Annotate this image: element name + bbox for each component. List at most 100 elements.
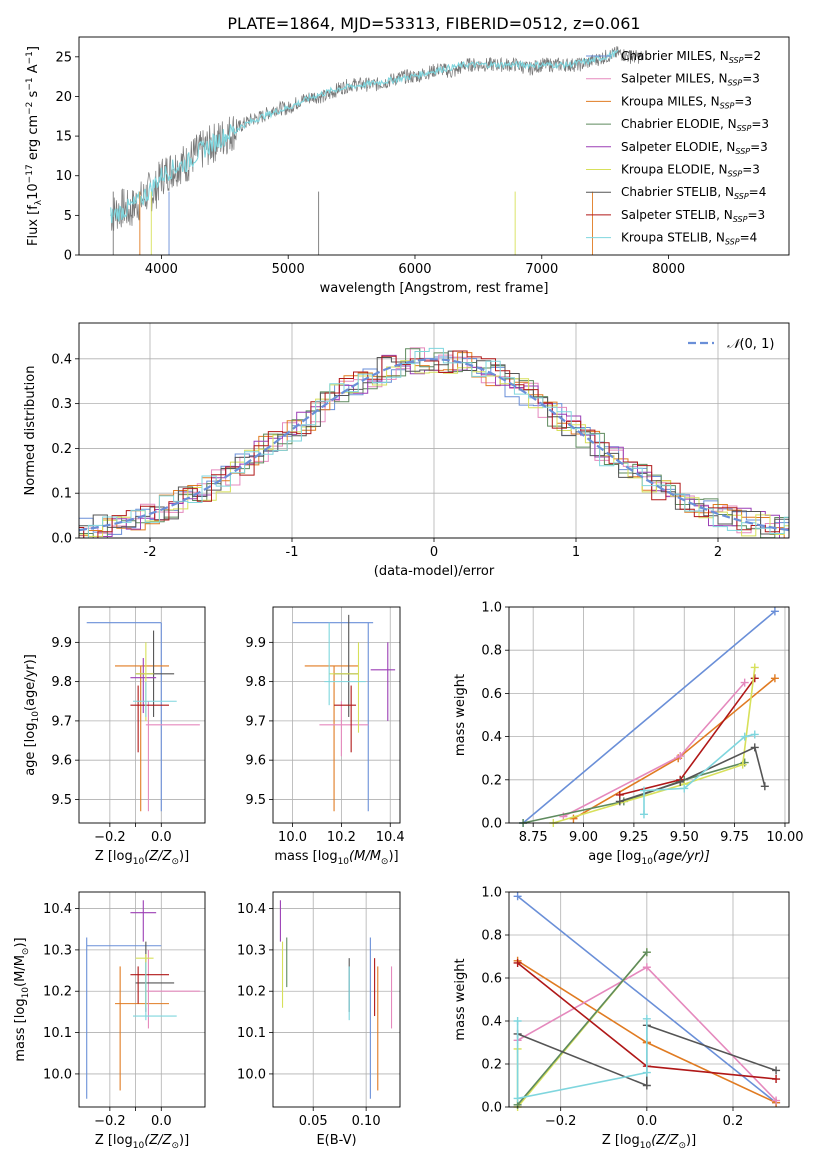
axes-frame	[78, 36, 790, 256]
y-tick-label: 10.3	[43, 943, 72, 958]
x-tick-label: 0.2	[723, 1114, 744, 1129]
x-axis-label: E(B-V)	[316, 1133, 356, 1148]
x-tick-label: 0.05	[299, 1114, 328, 1129]
x-tick-label: −0.2	[94, 830, 126, 845]
x-axis-label: mass [log10(M/M⊙)]	[274, 849, 398, 867]
y-tick-label: 9.8	[51, 675, 72, 690]
legend-label: Chabrier STELIB, NSSP=4	[621, 185, 766, 201]
legend-label-sub: SSP	[734, 192, 749, 201]
y-tick-label: 9.9	[245, 636, 266, 651]
x-axis-label-part: 10	[338, 857, 350, 867]
y-tick-label: 0.1	[51, 487, 72, 502]
mass-weight-marker	[569, 814, 578, 823]
legend-label-suffix: =4	[749, 185, 767, 199]
y-axis-label-part: ]	[26, 46, 41, 51]
y-axis-label-part: age [log	[23, 723, 38, 776]
y-tick-label: 0	[64, 249, 72, 264]
reference-legend-label: 𝒩(0, 1)	[727, 337, 774, 352]
x-axis-label-part: )]	[388, 849, 398, 864]
legend-label: Salpeter STELIB, NSSP=3	[621, 208, 765, 224]
mass-weight-marker	[770, 607, 779, 616]
y-axis-label-part: A	[26, 64, 41, 77]
x-axis-label-part: (M/M	[349, 849, 381, 864]
x-tick-label: −0.2	[545, 1114, 577, 1129]
legend-label-suffix: =3	[751, 117, 769, 131]
spectrum-lines	[110, 46, 644, 255]
x-axis-label-part: ⊙	[381, 857, 389, 867]
legend-label-sub: SSP	[729, 56, 744, 65]
y-tick-label: 10.2	[237, 985, 266, 1000]
residual-histogram	[79, 347, 789, 538]
x-axis-label-part: (Z/Z	[144, 1133, 172, 1148]
y-tick-label: 10.0	[43, 1067, 72, 1082]
x-tick-label: 0	[430, 545, 438, 560]
y-tick-label: 9.5	[51, 793, 72, 808]
mass-weight-line	[553, 667, 756, 824]
mass-weight-marker	[772, 1066, 781, 1075]
x-tick-label: 6000	[398, 262, 431, 277]
x-tick-label: 0.0	[151, 1114, 172, 1129]
legend-label-sub: SSP	[733, 215, 748, 224]
axes-age_vs_Z: −0.2 0.09.59.69.79.89.9Z [log10(Z/Z⊙)]age…	[23, 606, 206, 867]
y-tick-label: 0.8	[481, 644, 502, 659]
y-tick-label: 1.0	[481, 601, 502, 616]
y-tick-label: 10.1	[43, 1026, 72, 1041]
axes-massweight_vs_Z: −0.2 0.0 0.2 0.0 0.2 0.4 0.6 0.8 1.0 Z [log10(Z/Z…	[453, 886, 790, 1151]
mass-weight-marker	[642, 1068, 651, 1077]
x-tick-label: 10.00	[766, 830, 803, 845]
y-tick-label: 9.7	[51, 714, 72, 729]
mass-weight-line	[516, 1018, 648, 1100]
residual-histogram	[79, 350, 789, 538]
mass-weight-marker	[750, 674, 759, 683]
axes-frame	[272, 606, 401, 824]
x-axis-label-part: 10	[133, 1141, 145, 1151]
axes-massweight_vs_age: 8.75 9.00 9.25 9.50 9.75 10.00 0.0 0.2 0.4 0.6 0.8…	[453, 601, 804, 868]
x-axis-label-part: ⊙	[171, 1141, 179, 1151]
y-tick-label: 10	[55, 169, 72, 184]
y-tick-label: 10.4	[237, 902, 266, 917]
x-tick-label: −0.2	[94, 1114, 126, 1129]
legend-label: Salpeter ELODIE, NSSP=3	[621, 140, 768, 156]
y-tick-label: 10.2	[43, 985, 72, 1000]
y-axis-label-part: Flux [f	[26, 205, 41, 246]
axes-frame	[508, 606, 790, 824]
legend-label: Chabrier ELODIE, NSSP=3	[621, 117, 769, 133]
y-axis-label-part: λ	[34, 199, 44, 205]
y-tick-label: 9.5	[245, 793, 266, 808]
legend-label: Salpeter MILES, NSSP=3	[621, 72, 760, 88]
y-tick-label: 10.4	[43, 902, 72, 917]
x-tick-label: 10.4	[376, 830, 405, 845]
mass-weight-marker	[750, 663, 759, 672]
x-axis-label-part: mass [log	[274, 849, 337, 864]
legend-label-suffix: =3	[742, 72, 760, 86]
x-tick-label: -2	[144, 545, 157, 560]
y-tick-label: 5	[64, 209, 72, 224]
y-axis-label-part: −17	[25, 164, 35, 183]
x-axis-label-part: (Z/Z	[144, 849, 172, 864]
y-axis-label-part: 10	[21, 987, 31, 999]
x-axis-label-part: (age/yr)]	[653, 849, 710, 864]
x-tick-label: 10.2	[327, 830, 356, 845]
mass-weight-marker	[642, 963, 651, 972]
axes-spectrum: 4000 5000 6000 7000 8000 0 5 10 15 20 25 wavelength…	[25, 36, 790, 296]
legend-label-text: Salpeter STELIB, N	[621, 208, 733, 222]
x-axis-label-part: (Z/Z	[651, 1133, 679, 1148]
legend-label: Kroupa ELODIE, NSSP=3	[621, 163, 760, 179]
mass-weight-marker	[750, 743, 759, 752]
y-tick-label: 0.4	[481, 1015, 502, 1030]
legend-label-suffix: =2	[743, 49, 761, 63]
legend-label-text: Salpeter ELODIE, N	[621, 140, 735, 154]
y-tick-label: 0.4	[51, 352, 72, 367]
x-axis-label-part: 10	[640, 1141, 652, 1151]
legend-label-suffix: =3	[750, 140, 768, 154]
y-tick-label: 0.6	[481, 972, 502, 987]
x-axis-label-part: ⊙	[678, 1141, 686, 1151]
y-axis-label: mass weight	[453, 674, 468, 756]
y-tick-label: 9.9	[51, 636, 72, 651]
y-tick-label: 0.3	[51, 397, 72, 412]
y-axis-label: mass [log10(M/M⊙)]	[13, 937, 31, 1061]
y-axis-label: mass weight	[453, 958, 468, 1040]
y-tick-label: 10.1	[237, 1026, 266, 1041]
legend-label-text: Chabrier ELODIE, N	[621, 117, 737, 131]
